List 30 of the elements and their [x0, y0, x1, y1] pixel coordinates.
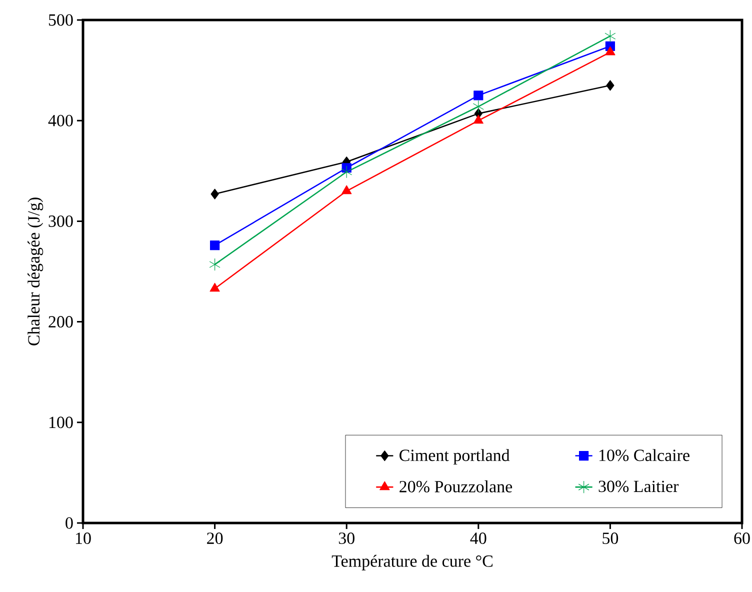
point	[604, 30, 616, 42]
x-tick-label: 40	[470, 532, 486, 544]
point	[473, 114, 484, 124]
x-tick-label: 30	[338, 532, 354, 544]
y-tick-label: 500	[48, 14, 73, 26]
x-tick-label: 20	[207, 532, 223, 544]
point	[210, 282, 220, 292]
point	[474, 90, 484, 100]
point	[210, 188, 219, 200]
x-tick-label: 50	[602, 532, 618, 544]
y-tick-label: 200	[48, 316, 73, 328]
point	[605, 46, 616, 56]
x-axis-title: Température de cure °C	[332, 554, 492, 570]
point	[606, 80, 614, 91]
legend-label: 20% Pouzzolane	[400, 480, 512, 492]
point	[209, 258, 220, 271]
y-axis-title: Chaleur dégagée (J/g)	[28, 198, 44, 346]
legend-label: Ciment portland	[400, 449, 510, 465]
legend-label: 10% Calcaire	[599, 449, 690, 462]
y-tick-label: 300	[48, 215, 73, 227]
point	[210, 240, 220, 250]
point	[472, 100, 484, 113]
y-tick-label: 400	[48, 114, 73, 126]
x-tick-label: 60	[734, 532, 750, 544]
y-tick-label: 0	[66, 517, 73, 529]
point	[341, 166, 352, 178]
y-tick-label: 100	[49, 416, 73, 428]
x-tick-label: 10	[76, 532, 91, 544]
point	[342, 185, 352, 194]
legend-label: 30% Laitier	[598, 480, 679, 492]
